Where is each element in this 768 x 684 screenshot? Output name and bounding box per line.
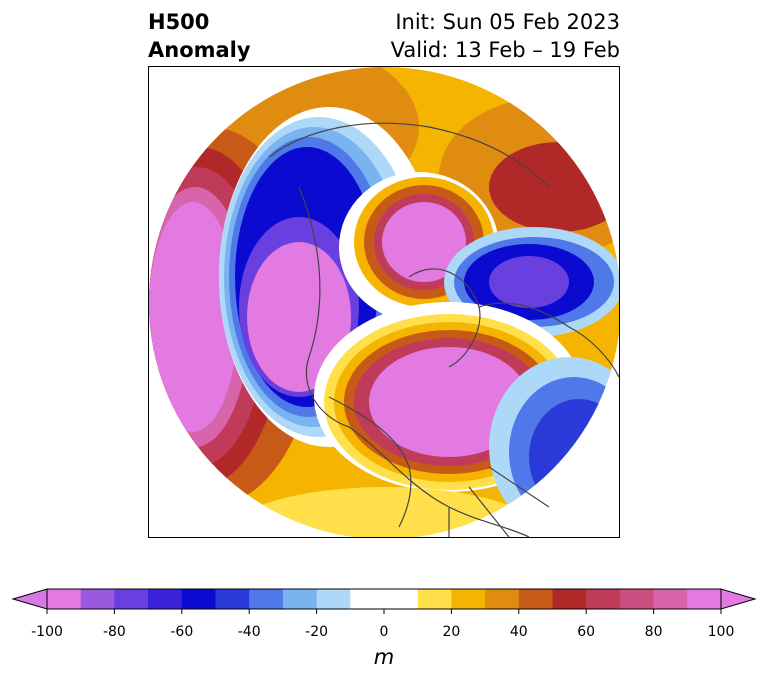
colorbar-min-arrow <box>11 588 48 610</box>
colorbar <box>11 588 757 614</box>
colorbar-segment <box>316 589 351 609</box>
colorbar-segment <box>619 589 655 609</box>
anomaly-field <box>149 67 619 537</box>
coastlines <box>268 122 619 537</box>
colorbar-segment <box>350 589 385 609</box>
colorbar-tick-label: 100 <box>707 624 735 640</box>
colorbar-tick-label: 40 <box>509 624 528 640</box>
title-field: Anomaly <box>148 38 251 62</box>
colorbar-tick-label: -80 <box>102 624 126 640</box>
colorbar-segment <box>586 589 621 609</box>
colorbar-tick-label: 20 <box>442 624 461 640</box>
units-label: m <box>373 645 395 669</box>
colorbar-tick-label: -60 <box>170 624 194 640</box>
colorbar-segment <box>80 589 115 609</box>
colorbar-segment <box>215 589 250 609</box>
colorbar-segment <box>114 589 149 609</box>
valid-range: Valid: 13 Feb – 19 Feb <box>390 38 620 62</box>
colorbar-segment <box>417 589 452 609</box>
arctic-positive-anomaly <box>339 172 499 322</box>
colorbar-segment <box>181 589 216 609</box>
colorbar-segment <box>552 589 587 609</box>
colorbar-tick-label: 80 <box>644 624 663 640</box>
colorbar-segment <box>653 589 688 609</box>
colorbar-segment <box>384 589 419 609</box>
colorbar-tick-label: 0 <box>379 624 389 640</box>
southern-band <box>225 487 545 537</box>
colorbar-ticks <box>46 609 722 614</box>
anomaly-map <box>148 66 620 538</box>
colorbar-max-arrow <box>720 588 757 610</box>
title-left: H500 Anomaly <box>148 8 251 64</box>
colorbar-tick-label: -100 <box>31 624 63 640</box>
colorbar-segment <box>282 589 318 609</box>
colorbar-segment <box>451 589 486 609</box>
colorbar-segment <box>687 589 722 609</box>
colorbar-segment <box>518 589 553 609</box>
colorbar-tick-label: -20 <box>305 624 329 640</box>
colorbar-segment <box>249 589 284 609</box>
colorbar-tick-label: -40 <box>237 624 261 640</box>
european-negative-anomaly <box>444 227 619 337</box>
colorbar-tick-label: 60 <box>577 624 596 640</box>
title-variable: H500 <box>148 10 210 34</box>
colorbar-segment <box>47 589 82 609</box>
colorbar-segments <box>47 589 722 609</box>
title-right: Init: Sun 05 Feb 2023 Valid: 13 Feb – 19… <box>391 8 620 64</box>
map-canvas <box>149 67 619 537</box>
init-date: Init: Sun 05 Feb 2023 <box>395 10 620 34</box>
colorbar-segment <box>485 589 520 609</box>
colorbar-segment <box>148 589 183 609</box>
